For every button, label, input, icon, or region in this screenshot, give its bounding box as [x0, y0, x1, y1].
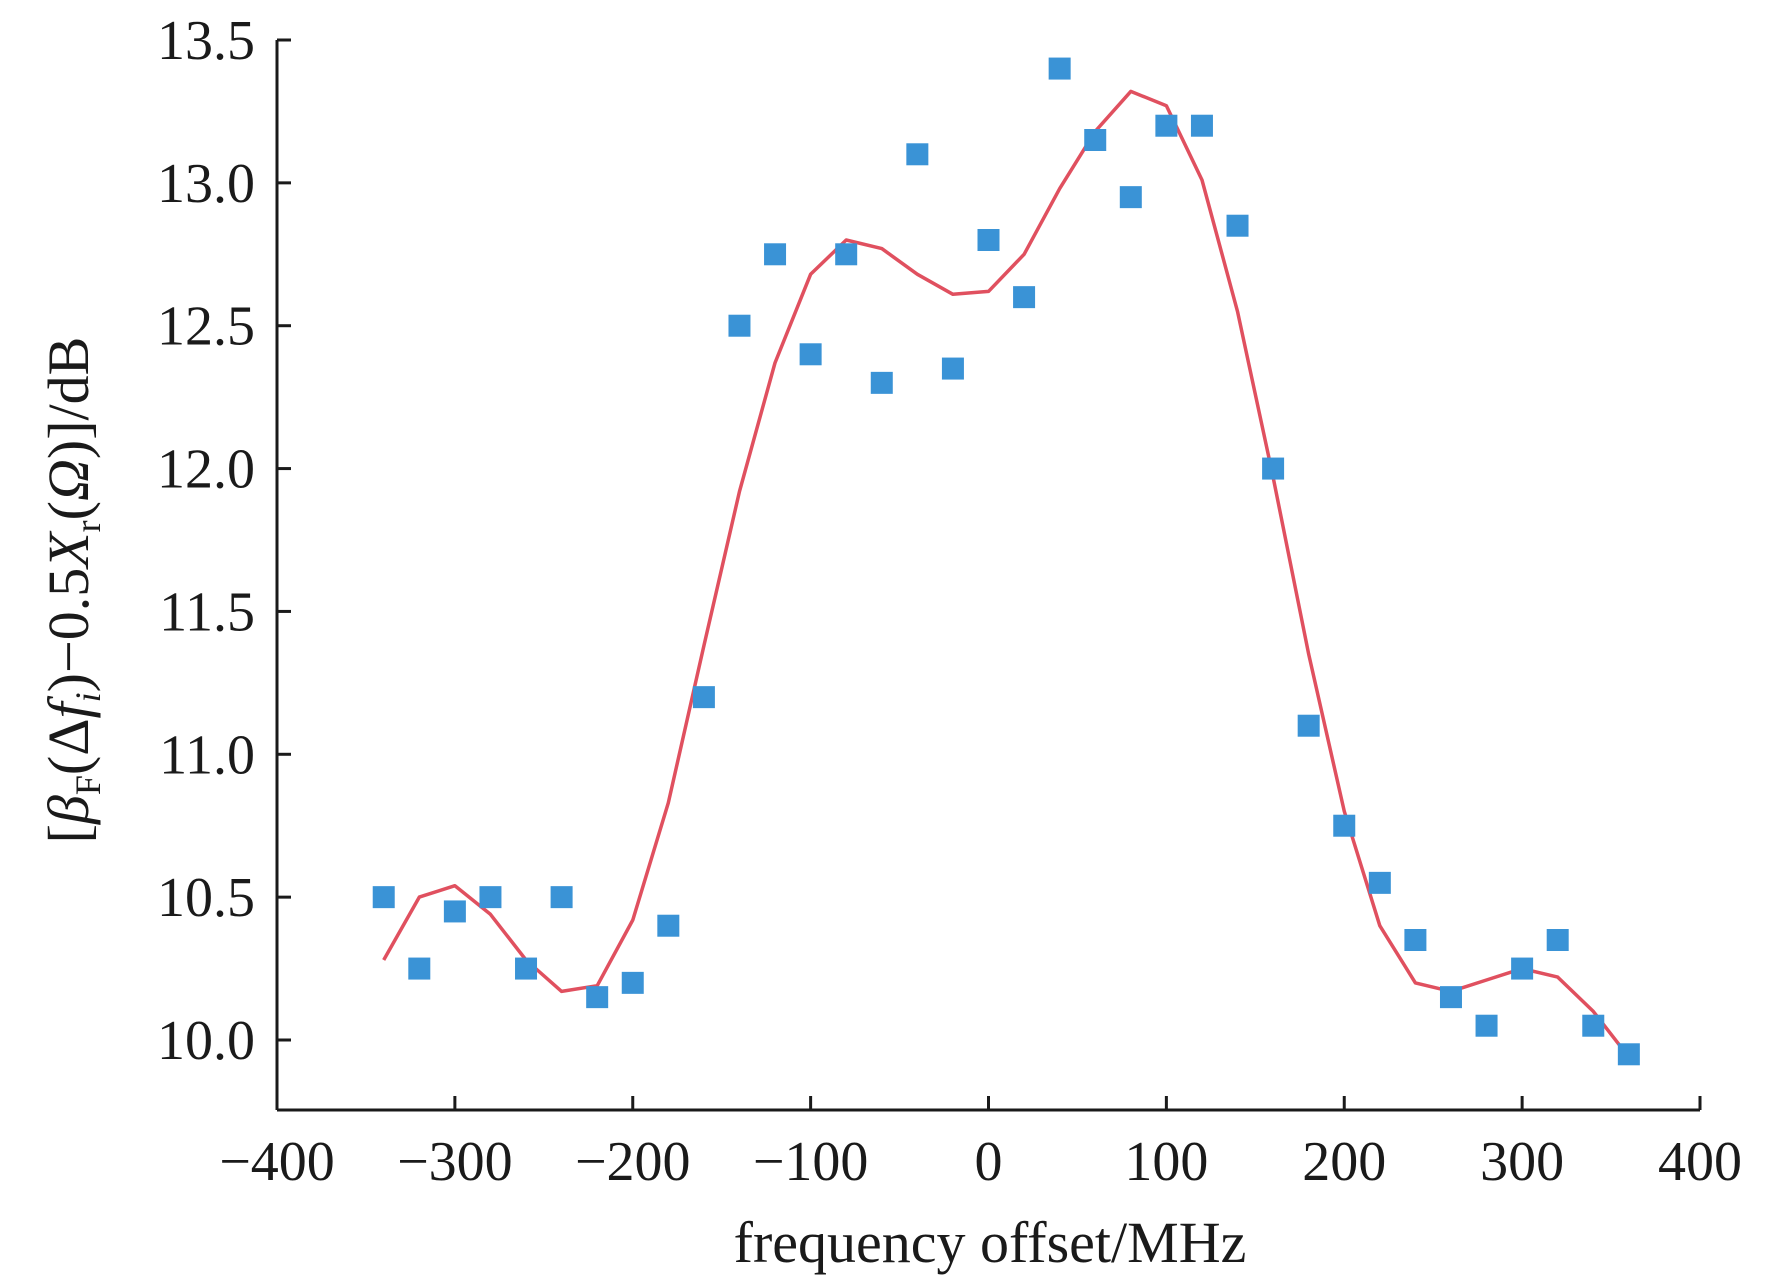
y-tick-label: 11.5: [159, 581, 255, 643]
data-point: [1155, 114, 1178, 137]
x-tick-label: 400: [1658, 1131, 1742, 1193]
data-point: [941, 357, 964, 380]
data-point: [550, 886, 573, 909]
data-point: [1439, 986, 1462, 1009]
data-point: [1226, 214, 1249, 237]
data-point: [1333, 814, 1356, 837]
data-point: [479, 886, 502, 909]
y-axis-label-group: [βF(Δfi)−0.5Xr(Ω)]/dB: [36, 337, 108, 844]
data-point: [1368, 871, 1391, 894]
data-point: [1404, 929, 1427, 951]
y-label-beta-subscript: F: [68, 775, 108, 795]
y-label-f-subscript: i: [68, 692, 108, 702]
data-point: [977, 229, 1000, 251]
data-point: [372, 886, 395, 909]
data-point: [1582, 1014, 1605, 1037]
data-point: [1013, 286, 1036, 309]
x-tick-label: 300: [1480, 1131, 1564, 1193]
y-label-X-subscript: r: [68, 520, 108, 532]
y-label-delta-open: (Δ: [36, 718, 101, 775]
y-axis-label: [βF(Δfi)−0.5Xr(Ω)]/dB: [36, 337, 108, 844]
x-ticks: −400 −300 −200 −100 0 100 200 300 400: [219, 1096, 1742, 1193]
x-axis-label: frequency offset/MHz: [734, 1210, 1247, 1275]
fit-line-series: [382, 89, 1631, 1059]
x-tick-label: −200: [575, 1131, 691, 1193]
data-point: [515, 957, 538, 980]
y-label-middle: )−0.5: [36, 568, 101, 693]
data-point: [443, 900, 466, 923]
measured-points-series: [372, 57, 1640, 1066]
y-tick-label: 10.5: [157, 867, 255, 929]
data-point: [906, 143, 929, 166]
fit-line: [382, 89, 1631, 1059]
y-label-X: X: [36, 530, 101, 570]
data-point: [799, 343, 822, 366]
y-label-open-bracket: [: [36, 824, 101, 843]
data-point: [1262, 457, 1285, 480]
y-tick-label: 13.5: [157, 10, 255, 72]
data-point: [870, 371, 893, 394]
data-point: [764, 243, 787, 266]
x-tick-label: −400: [219, 1131, 335, 1193]
y-tick-label: 12.5: [157, 296, 255, 358]
data-point: [1190, 114, 1213, 137]
data-point: [1617, 1043, 1640, 1066]
x-tick-label: 0: [975, 1131, 1003, 1193]
x-tick-label: 100: [1124, 1131, 1208, 1193]
x-tick-label: 200: [1302, 1131, 1386, 1193]
data-point: [621, 971, 644, 994]
data-point: [657, 914, 680, 937]
x-tick-label: −100: [753, 1131, 869, 1193]
data-point: [586, 986, 609, 1009]
y-label-beta: β: [36, 795, 101, 825]
data-point: [1546, 929, 1569, 951]
data-point: [1297, 714, 1320, 737]
data-point: [1119, 186, 1142, 209]
data-point: [728, 314, 751, 337]
data-point: [692, 686, 715, 709]
data-point: [1511, 957, 1534, 980]
data-point: [1048, 57, 1071, 80]
y-tick-label: 13.0: [157, 153, 255, 215]
x-tick-label: −300: [397, 1131, 513, 1193]
y-label-omega: Ω: [36, 459, 101, 501]
y-tick-label: 10.0: [157, 1010, 255, 1072]
y-ticks: 10.0 10.5 11.0 11.5 12.0 12.5 13.0 13.5: [157, 10, 291, 1072]
y-label-close: )]/dB: [36, 337, 101, 459]
data-point: [1084, 129, 1107, 151]
data-point: [835, 243, 858, 266]
axes: [275, 40, 1700, 1112]
y-tick-label: 11.0: [159, 724, 255, 786]
data-point: [408, 957, 431, 980]
y-label-omega-open: (: [36, 501, 101, 520]
data-point: [1475, 1014, 1498, 1037]
y-tick-label: 12.0: [157, 439, 255, 501]
